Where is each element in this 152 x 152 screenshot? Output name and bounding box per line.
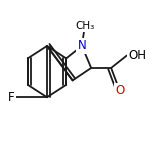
Text: OH: OH [128,49,146,62]
Text: F: F [8,91,15,104]
Text: N: N [78,40,86,52]
Text: OH: OH [128,49,146,62]
Text: N: N [78,40,86,52]
Text: O: O [115,84,124,97]
Text: O: O [115,84,124,97]
Text: CH₃: CH₃ [75,21,94,31]
Text: CH₃: CH₃ [75,21,94,31]
Text: F: F [8,91,15,104]
